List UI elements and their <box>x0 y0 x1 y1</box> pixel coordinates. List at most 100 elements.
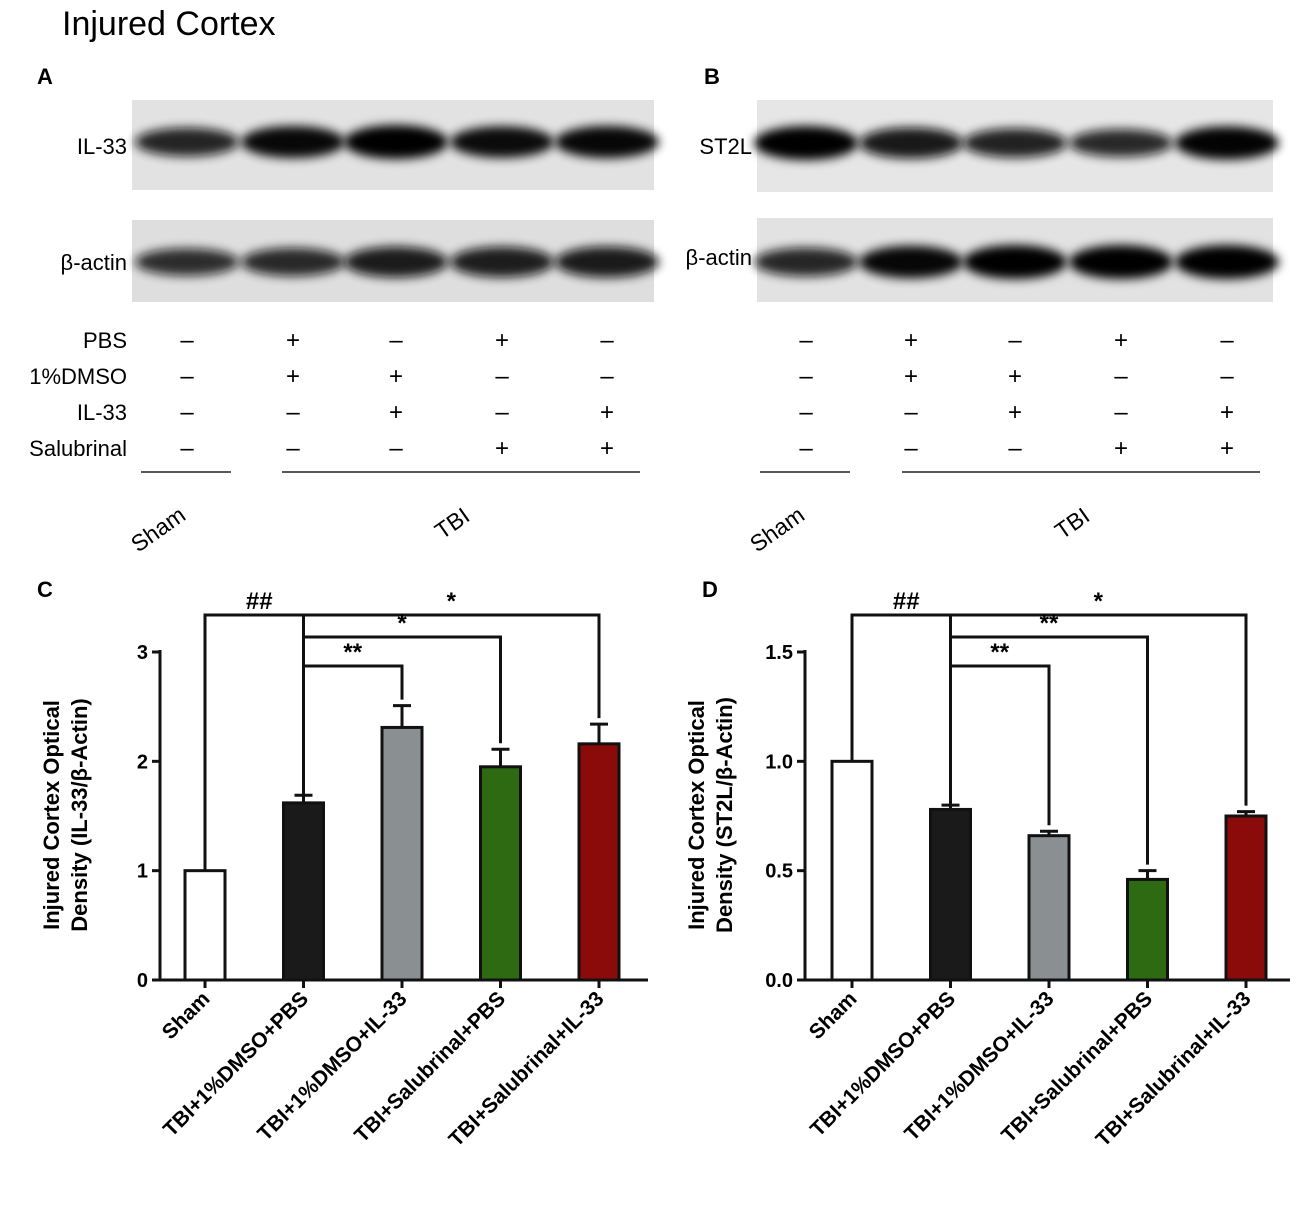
bar <box>929 807 972 982</box>
treatment-mark: – <box>799 435 813 462</box>
treatment-table: – + – + – – + + – – – – + – + – – – + + <box>799 327 1234 462</box>
target-band <box>963 128 1067 158</box>
treatment-mark: – <box>904 399 918 426</box>
significance-bracket <box>303 664 404 700</box>
panel-b: B ST2L β-actin – + – + – – + + – – – – + – + – – – + + Sham… <box>686 64 1279 557</box>
bar <box>282 801 325 982</box>
treatment-table: PBS – + – + – 1%DMSO – + + – – IL-33 – – + – + Salubrinal –… <box>29 327 614 462</box>
treatment-mark: – <box>1220 327 1234 354</box>
significance-label: * <box>397 610 407 637</box>
panel-c: C Injured Cortex Optical Density (IL-33/… <box>37 577 648 1151</box>
significance-label: ## <box>893 588 920 615</box>
target-protein-label: ST2L <box>699 134 752 159</box>
y-axis-label-line-1: Injured Cortex Optical <box>39 700 64 930</box>
treatment-label: PBS <box>83 328 127 353</box>
loading-band <box>450 246 554 278</box>
loading-band <box>963 245 1067 279</box>
treatment-mark: + <box>1220 399 1234 426</box>
treatment-mark: – <box>600 363 614 390</box>
panel-a: A IL-33 β-actin PBS – + – + – 1%DMSO – + + – – IL-33… <box>29 64 659 557</box>
treatment-mark: – <box>180 363 194 390</box>
treatment-mark: – <box>1008 327 1022 354</box>
x-tick-label: Sham <box>805 987 862 1044</box>
treatment-mark: + <box>1220 435 1234 462</box>
treatment-label: Salubrinal <box>29 436 127 461</box>
treatment-mark: – <box>799 399 813 426</box>
treatment-mark: – <box>389 327 403 354</box>
significance-label: ** <box>1040 610 1059 637</box>
treatment-mark: + <box>286 363 300 390</box>
treatment-mark: + <box>389 363 403 390</box>
tbi-group-label: TBI <box>430 502 474 544</box>
treatment-mark: – <box>799 327 813 354</box>
bar <box>380 725 424 982</box>
bar <box>183 869 227 982</box>
band-group <box>135 125 659 278</box>
treatment-mark: – <box>600 327 614 354</box>
treatment-mark: – <box>1008 435 1022 462</box>
target-band <box>859 127 963 159</box>
treatment-mark: – <box>495 363 509 390</box>
treatment-mark: – <box>495 399 509 426</box>
loading-band <box>241 247 345 277</box>
panel-letter: B <box>704 64 720 89</box>
treatment-mark: + <box>1114 435 1128 462</box>
bar <box>1027 834 1071 982</box>
treatment-mark: + <box>904 327 918 354</box>
treatment-label: IL-33 <box>77 400 127 425</box>
loading-band <box>135 248 239 276</box>
y-tick-label: 1 <box>137 861 148 883</box>
y-axis-label-line-2: Density (IL-33/β-Actin) <box>67 698 92 931</box>
treatment-mark: – <box>286 435 300 462</box>
significance-bracket <box>950 635 1149 865</box>
significance-bracket <box>303 613 601 719</box>
treatment-mark: – <box>180 327 194 354</box>
y-tick-label: 0 <box>137 970 148 992</box>
bar-chart: 0.00.51.01.5ShamTBI+1%DMSO+PBSTBI+1%DMSO… <box>765 588 1290 1151</box>
sham-group-label: Sham <box>126 501 190 557</box>
bar <box>577 742 621 982</box>
target-band <box>754 126 858 160</box>
target-band <box>555 125 659 159</box>
target-band <box>344 125 448 159</box>
sham-group-label: Sham <box>745 501 809 557</box>
treatment-mark: – <box>799 363 813 390</box>
treatment-mark: – <box>389 435 403 462</box>
tbi-group-label: TBI <box>1050 502 1094 544</box>
bar <box>479 765 522 982</box>
treatment-mark: + <box>495 435 509 462</box>
band-group <box>754 126 1279 279</box>
y-tick-label: 1.0 <box>765 751 793 773</box>
treatment-mark: + <box>1008 363 1022 390</box>
loading-control-label: β-actin <box>61 250 127 275</box>
significance-label: ** <box>343 639 362 666</box>
y-axis-label-line-1: Injured Cortex Optical <box>684 700 709 930</box>
treatment-mark: – <box>1114 399 1128 426</box>
treatment-mark: + <box>495 327 509 354</box>
loading-band <box>1069 245 1173 279</box>
significance-label: * <box>1094 588 1104 615</box>
treatment-mark: – <box>286 399 300 426</box>
y-tick-label: 1.5 <box>765 642 793 664</box>
treatment-mark: – <box>1114 363 1128 390</box>
y-axis-label-line-2: Density (ST2L/β-Actin) <box>712 697 737 933</box>
significance-label: ## <box>246 588 273 615</box>
panel-d: D Injured Cortex Optical Density (ST2L/β… <box>684 577 1290 1151</box>
bar <box>1126 877 1169 982</box>
panel-letter: C <box>37 577 53 602</box>
bar-chart: 0123ShamTBI+1%DMSO+PBSTBI+1%DMSO+IL-33TB… <box>137 588 648 1151</box>
treatment-mark: – <box>904 435 918 462</box>
treatment-mark: + <box>600 435 614 462</box>
treatment-label: 1%DMSO <box>29 364 127 389</box>
y-tick-label: 0.5 <box>765 861 793 883</box>
treatment-mark: + <box>1008 399 1022 426</box>
y-tick-label: 3 <box>137 642 148 664</box>
target-band <box>135 127 239 157</box>
y-tick-label: 2 <box>137 751 148 773</box>
target-band <box>1175 126 1279 160</box>
loading-band <box>1175 245 1279 279</box>
treatment-mark: + <box>904 363 918 390</box>
loading-band <box>555 246 659 278</box>
bar <box>830 759 874 982</box>
